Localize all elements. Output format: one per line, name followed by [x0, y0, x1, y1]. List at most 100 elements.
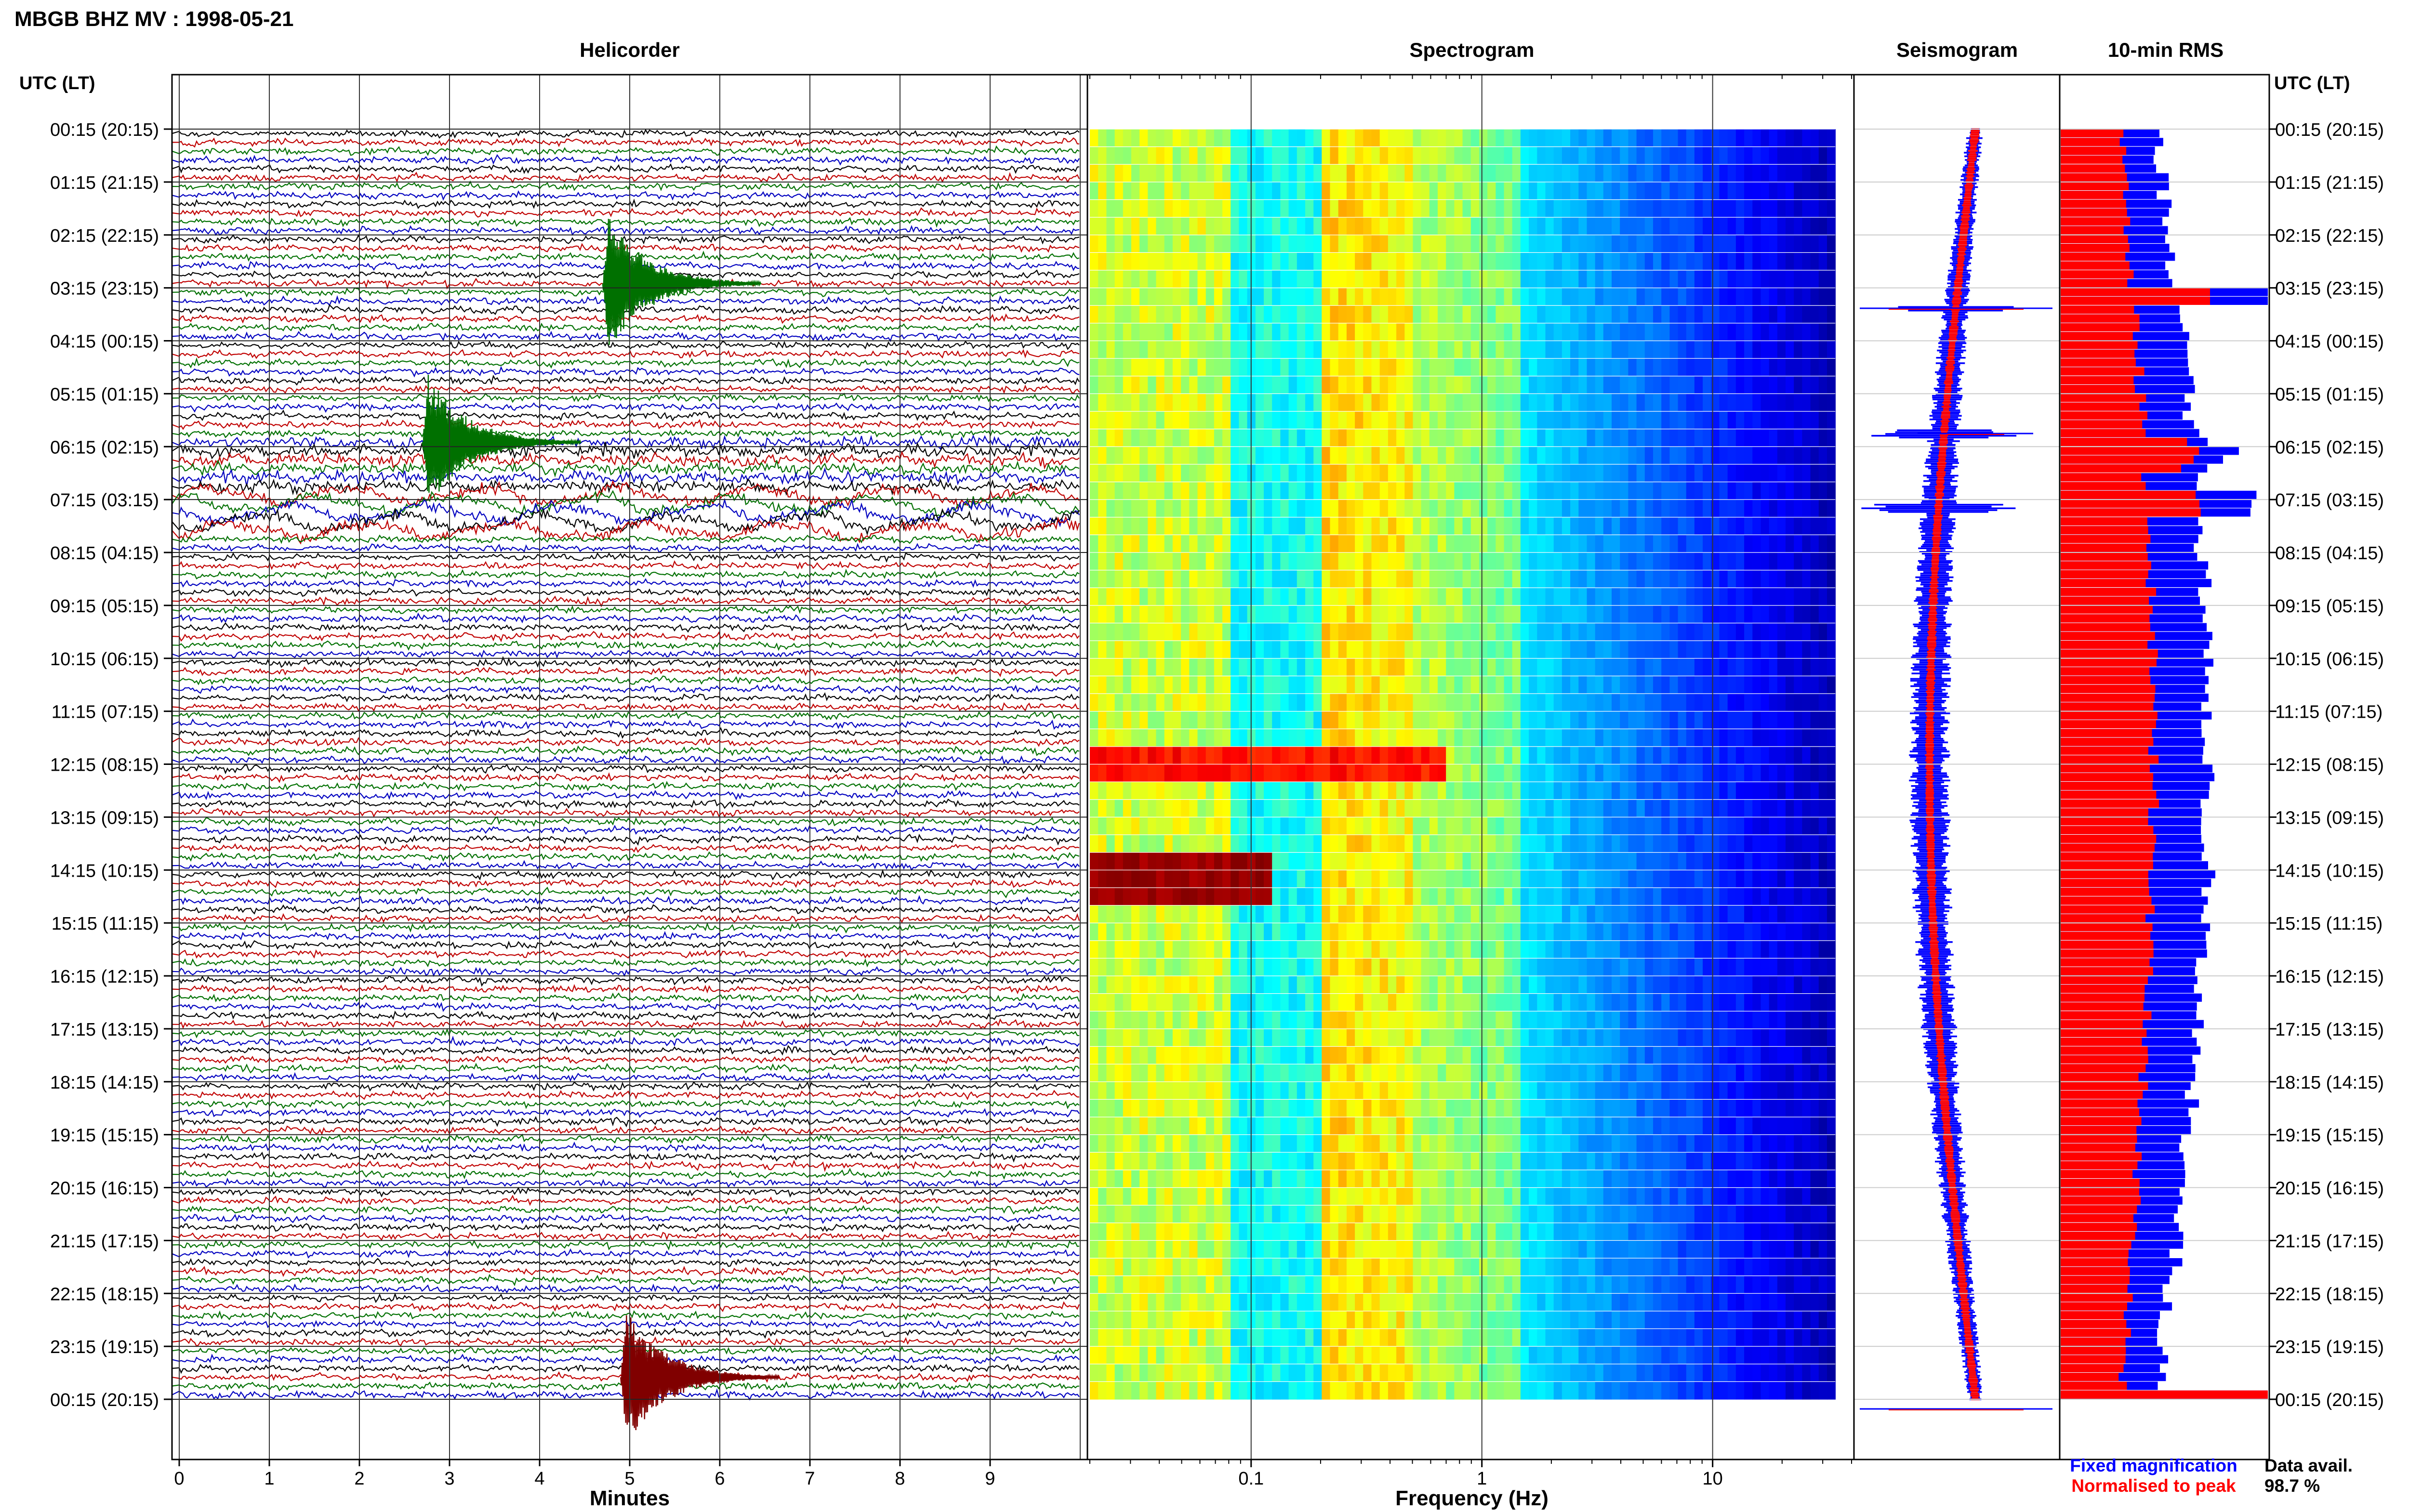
- helicorder-trace: [172, 578, 1080, 589]
- grid-lines: [172, 75, 2269, 1459]
- rms-bar-normalised: [2061, 1275, 2130, 1284]
- rms-bar-normalised: [2061, 773, 2154, 781]
- rms-bar-normalised: [2061, 579, 2146, 587]
- helicorder-trace: [172, 322, 1080, 332]
- rms-bar-normalised: [2061, 967, 2153, 975]
- helicorder-trace: [172, 966, 1080, 977]
- rms-bar-normalised: [2061, 138, 2120, 146]
- hour-label-right: 19:15 (15:15): [2275, 1126, 2384, 1146]
- helicorder-trace: [172, 409, 1080, 422]
- helicorder-trace: [172, 1011, 1080, 1022]
- helicorder-trace: [172, 798, 1080, 810]
- hour-label-right: 12:15 (08:15): [2275, 755, 2384, 776]
- seismogram-title: Seismogram: [1896, 39, 2018, 61]
- rms-bar-normalised: [2061, 1284, 2128, 1293]
- helicorder-trace: [172, 1177, 1080, 1188]
- helicorder-trace: [172, 1151, 1080, 1163]
- helicorder-trace: [172, 666, 1080, 677]
- helicorder-x-tick: 0: [174, 1469, 184, 1489]
- rms-bar-normalised: [2061, 570, 2148, 579]
- helicorder-x-tick: 6: [715, 1469, 725, 1489]
- rms-bar-normalised: [2061, 490, 2196, 499]
- rms-bar-normalised: [2061, 649, 2158, 658]
- helicorder-trace: [172, 718, 1080, 730]
- rms-bar-normalised: [2061, 1046, 2148, 1055]
- helicorder-trace: [172, 860, 1080, 871]
- helicorder-trace: [172, 534, 1080, 544]
- hour-label-right: 23:15 (19:15): [2275, 1337, 2384, 1357]
- rms-bar-normalised: [2061, 164, 2125, 173]
- helicorder-trace: [172, 560, 1080, 571]
- helicorder-trace: [172, 727, 1080, 739]
- helicorder-trace: [172, 772, 1080, 783]
- rms-bar-normalised: [2061, 870, 2148, 879]
- hour-label-left: 16:15 (12:15): [50, 967, 159, 987]
- helicorder-trace: [172, 180, 1080, 192]
- helicorder-trace: [172, 868, 1080, 881]
- rms-bar-normalised: [2061, 694, 2155, 702]
- seismogram-traces: [1860, 128, 2052, 1410]
- rms-bar-normalised: [2061, 1390, 2268, 1399]
- helicorder-trace: [172, 992, 1080, 1003]
- helicorder-trace: [172, 1018, 1080, 1030]
- helicorder-trace: [172, 1108, 1080, 1118]
- rms-bar-normalised: [2061, 1381, 2127, 1390]
- helicorder-trace: [172, 543, 1080, 553]
- helicorder-trace: [172, 477, 1080, 496]
- rms-bar-normalised: [2061, 905, 2155, 914]
- helicorder-trace: [172, 711, 1080, 721]
- helicorder-trace: [172, 958, 1080, 968]
- hour-label-right: 11:15 (07:15): [2275, 702, 2383, 723]
- helicorder-trace: [172, 1142, 1080, 1154]
- hour-label-left: 11:15 (07:15): [52, 702, 159, 723]
- rms-bar-normalised: [2061, 552, 2148, 561]
- rms-bar-normalised: [2061, 191, 2123, 199]
- helicorder-trace: [172, 1116, 1080, 1128]
- helicorder-trace: [172, 587, 1080, 597]
- rms-bar-normalised: [2061, 402, 2140, 411]
- hour-label-right: 03:15 (23:15): [2275, 279, 2384, 299]
- rms-bar-normalised: [2061, 1196, 2141, 1205]
- hour-label-right: 04:15 (00:15): [2275, 332, 2384, 352]
- rms-bar-normalised: [2061, 746, 2148, 755]
- helicorder-event: [602, 219, 762, 345]
- rms-bar-normalised: [2061, 270, 2134, 279]
- rms-bar-normalised: [2061, 1081, 2148, 1090]
- helicorder-x-tick: 7: [805, 1469, 815, 1489]
- rms-bar-normalised: [2061, 429, 2146, 437]
- helicorder-trace: [172, 1028, 1080, 1039]
- hour-label-left: 00:15 (20:15): [50, 120, 159, 140]
- rms-bar-normalised: [2061, 244, 2130, 252]
- hour-label-right: 17:15 (13:15): [2275, 1020, 2384, 1040]
- rms-bar-normalised: [2061, 1337, 2126, 1346]
- helicorder-trace: [172, 428, 1080, 440]
- rms-bar-normalised: [2061, 358, 2136, 367]
- helicorder-trace: [172, 154, 1080, 166]
- helicorder-trace: [172, 1133, 1080, 1144]
- hour-label-right: 13:15 (09:15): [2275, 808, 2384, 828]
- helicorder-trace: [172, 1036, 1080, 1047]
- hour-label-left: 02:15 (22:15): [50, 226, 159, 246]
- helicorder-trace: [172, 330, 1080, 342]
- rms-title: 10-min RMS: [2108, 39, 2224, 61]
- rms-bar-normalised: [2061, 631, 2155, 640]
- rms-bar-normalised: [2061, 1099, 2138, 1108]
- helicorder-trace: [172, 1125, 1080, 1136]
- hour-label-left: 04:15 (00:15): [50, 332, 159, 352]
- hour-label-right: 18:15 (14:15): [2275, 1073, 2384, 1093]
- helicorder-trace: [172, 824, 1080, 836]
- helicorder-trace: [172, 622, 1080, 633]
- rms-bar-normalised: [2061, 949, 2154, 958]
- helicorder-trace: [172, 1319, 1080, 1329]
- rms-bar-normalised: [2061, 455, 2194, 464]
- hour-label-right: 15:15 (11:15): [2275, 914, 2383, 934]
- rms-bar-normalised: [2061, 1038, 2142, 1046]
- rms-bar-normalised: [2061, 500, 2200, 508]
- helicorder-trace: [172, 137, 1080, 148]
- hour-label-left: 00:15 (20:15): [50, 1390, 159, 1410]
- helicorder-trace: [172, 1072, 1080, 1082]
- helicorder-trace: [172, 878, 1080, 888]
- rms-bar-normalised: [2061, 1373, 2119, 1381]
- rms-bar-normalised: [2061, 985, 2145, 993]
